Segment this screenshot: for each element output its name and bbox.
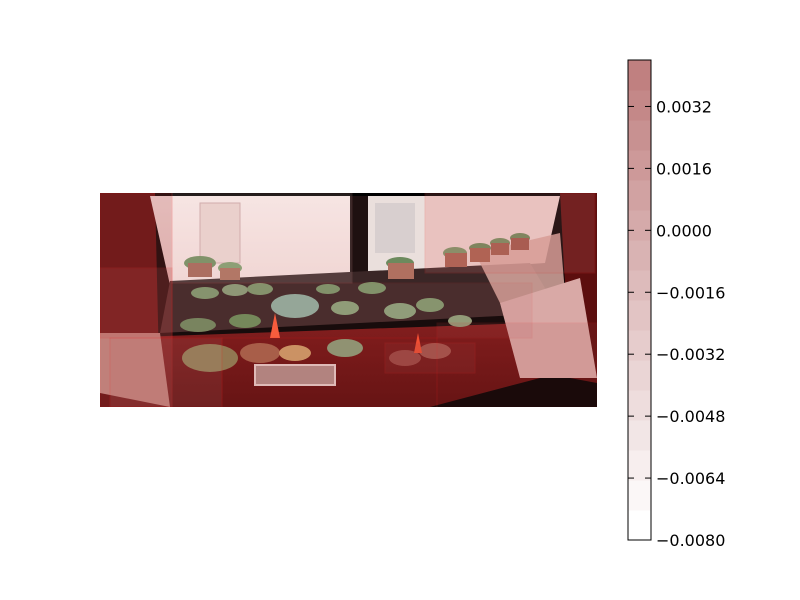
colorbar-level [628, 300, 651, 331]
left-floor [100, 333, 170, 407]
colorbar-level [628, 480, 651, 511]
colorbar-tick-label: −0.0032 [656, 345, 725, 364]
plants [180, 233, 530, 386]
colorbar-level [628, 420, 651, 451]
colorbar-level [628, 60, 651, 91]
colorbar-levels [628, 60, 651, 541]
colorbar-tick-label: −0.0048 [656, 407, 725, 426]
building [199, 202, 241, 264]
carpet [500, 278, 597, 378]
overlay-cell [171, 282, 533, 339]
overlay-cell [100, 267, 173, 339]
colorbar-level [628, 330, 651, 361]
colorbar-ticks: −0.0080 −0.0064 −0.0048 −0.0032 −0.0016 0.000… [628, 97, 725, 550]
colorbar-tick-label: 0.0000 [656, 221, 712, 240]
building [375, 203, 415, 253]
overlay-cell [436, 322, 597, 407]
photo-svg [100, 193, 597, 407]
colorbar-level [628, 360, 651, 391]
colorbar-tick-label: −0.0064 [656, 469, 725, 488]
colorbar-level [628, 150, 651, 181]
colorbar-frame [627, 59, 652, 541]
colorbar-level [628, 180, 651, 211]
heatmap-image [100, 193, 597, 407]
overlay-cell [109, 337, 223, 407]
overlay-cell [424, 193, 596, 274]
colorbar-level [628, 120, 651, 151]
colorbar-level [628, 210, 651, 241]
colorbar-level [628, 90, 651, 121]
colorbar-level [628, 390, 651, 421]
colorbar-tick-label: 0.0016 [656, 159, 712, 178]
colorbar-level [628, 240, 651, 271]
overlay-cell [384, 342, 476, 374]
colorbar-tick-label: 0.0032 [656, 97, 712, 116]
overlay-cell [100, 193, 173, 407]
overlay-cells [100, 193, 597, 407]
window-frame [350, 196, 368, 281]
overlay-cell [221, 337, 438, 407]
colorbar-level [628, 510, 651, 541]
colorbar-level [628, 450, 651, 481]
colorbar-level [628, 270, 651, 301]
colorbar-tick-label: −0.0016 [656, 283, 725, 302]
overlay-cell [171, 193, 353, 284]
colorbar-tick-label: −0.0080 [656, 531, 725, 550]
